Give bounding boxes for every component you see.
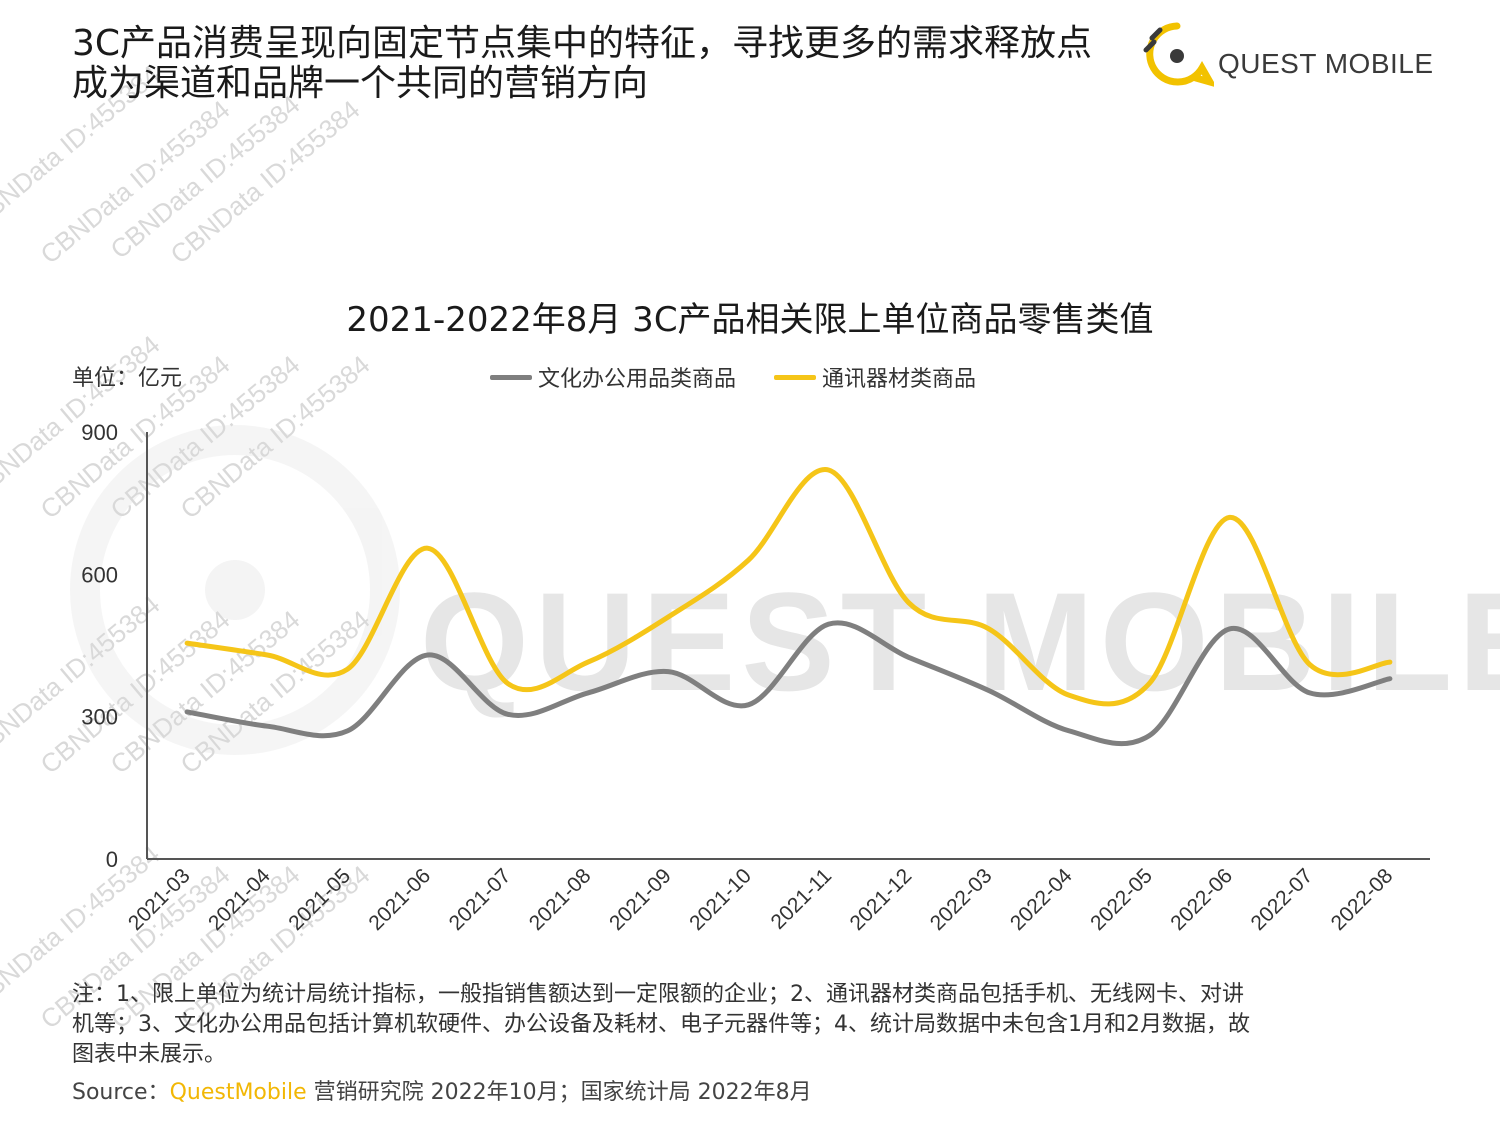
x-tick-label: 2022-08 — [1327, 864, 1398, 935]
page-title-line-1: 3C产品消费呈现向固定节点集中的特征，寻找更多的需求释放点 — [72, 23, 1093, 64]
legend-swatch-telecom — [774, 374, 817, 380]
legend-label-telecom: 通讯器材类商品 — [822, 367, 977, 392]
legend-swatch-office — [490, 374, 532, 380]
x-tick-label: 2021-07 — [445, 864, 516, 935]
footnote-line-3: 图表中未展示。 — [72, 1042, 227, 1067]
source-rest: 营销研究院 2022年10月；国家统计局 2022年8月 — [306, 1080, 812, 1105]
questmobile-logo: QUEST MOBILE — [1140, 20, 1440, 90]
unit-label: 单位：亿元 — [72, 366, 183, 391]
x-tick-label: 2022-05 — [1086, 864, 1157, 935]
y-tick-label: 600 — [81, 562, 118, 587]
x-tick-label: 2022-03 — [926, 864, 997, 935]
footnote-line-2: 机等；3、文化办公用品包括计算机软硬件、办公设备及耗材、电子元器件等；4、统计局… — [72, 1012, 1250, 1037]
series-line-office — [184, 620, 1393, 746]
page-title: 3C产品消费呈现向固定节点集中的特征，寻找更多的需求释放点 成为渠道和品牌一个共… — [72, 24, 1142, 104]
x-tick-label: 2022-04 — [1006, 864, 1077, 935]
chart-title: 2021-2022年8月 3C产品相关限上单位商品零售类值 — [346, 300, 1154, 340]
x-tick-label: 2021-06 — [364, 864, 435, 935]
x-tick-label: 2022-06 — [1166, 864, 1237, 935]
legend-label-office: 文化办公用品类商品 — [538, 367, 737, 392]
x-tick-label: 2021-11 — [766, 864, 836, 934]
footnote: 注：1、限上单位为统计局统计指标，一般指销售额达到一定限额的企业；2、通讯器材类… — [72, 980, 1412, 1070]
source-line: Source：QuestMobile 营销研究院 2022年10月；国家统计局 … — [72, 1074, 812, 1106]
x-tick-label: 2021-04 — [204, 864, 275, 935]
page-title-line-2: 成为渠道和品牌一个共同的营销方向 — [72, 63, 649, 104]
x-tick-label: 2022-07 — [1246, 864, 1317, 935]
y-tick-label: 0 — [106, 847, 118, 872]
questmobile-logo-icon — [1143, 22, 1214, 87]
logo-text: QUEST MOBILE — [1218, 48, 1434, 79]
legend-item-telecom: 通讯器材类商品 — [774, 361, 976, 393]
y-tick-label: 300 — [81, 705, 118, 730]
footnote-line-1: 注：1、限上单位为统计局统计指标，一般指销售额达到一定限额的企业；2、通讯器材类… — [72, 982, 1244, 1007]
x-tick-label: 2021-12 — [846, 864, 917, 935]
x-tick-label: 2021-03 — [124, 864, 195, 935]
y-tick-label: 900 — [81, 420, 118, 445]
chart-legend: 文化办公用品类商品 通讯器材类商品 — [490, 361, 976, 393]
x-tick-label: 2021-09 — [605, 864, 676, 935]
source-brand: QuestMobile — [169, 1080, 307, 1105]
x-tick-label: 2021-08 — [525, 864, 596, 935]
x-tick-label: 2021-10 — [685, 864, 756, 935]
source-prefix: Source： — [72, 1080, 170, 1105]
series-line-telecom — [184, 467, 1393, 707]
x-tick-label: 2021-05 — [284, 864, 355, 935]
legend-item-office: 文化办公用品类商品 — [490, 361, 736, 393]
